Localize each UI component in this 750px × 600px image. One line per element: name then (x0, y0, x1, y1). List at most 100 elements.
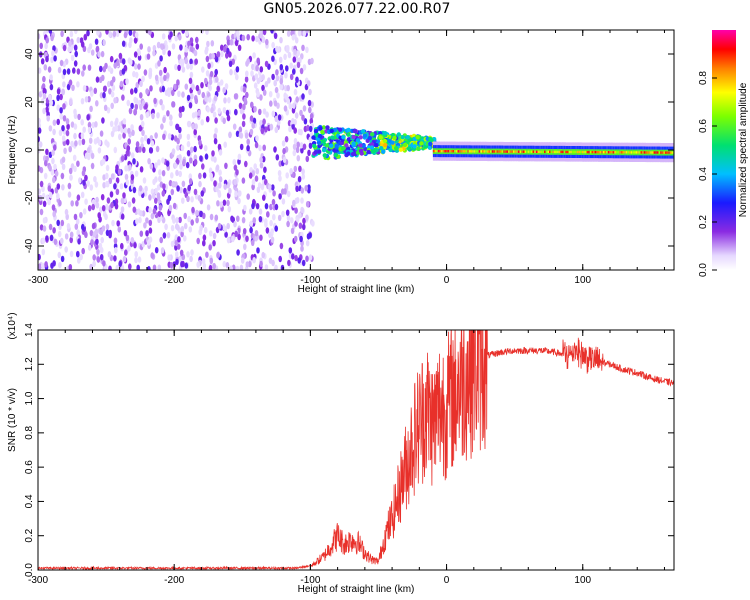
heatmap-cell (288, 125, 292, 133)
heatmap-cell (216, 51, 221, 58)
heatmap-cell (84, 231, 88, 238)
heatmap-cell (38, 253, 41, 261)
heatmap-cell (151, 192, 156, 200)
colorbar-tick-label: 0.0 (698, 263, 709, 277)
heatmap-cell (241, 120, 246, 128)
heatmap-cell (281, 140, 286, 147)
heatmap-cell (198, 172, 202, 180)
heatmap-cell (473, 150, 476, 153)
heatmap-cell (124, 249, 128, 256)
heatmap-cell (38, 263, 42, 270)
heatmap-cell (42, 225, 47, 232)
heatmap-cell (264, 203, 269, 210)
heatmap-cell (38, 127, 42, 134)
heatmap-cell (101, 117, 105, 124)
heatmap-cell (157, 60, 161, 67)
heatmap-cell (121, 58, 126, 65)
heatmap-cell (242, 86, 247, 93)
heatmap-cell (263, 166, 267, 173)
heatmap-cell (228, 187, 232, 195)
heatmap-cell (186, 251, 190, 258)
heatmap-cell (94, 228, 99, 235)
heatmap-cell (584, 150, 588, 154)
heatmap-cell (290, 227, 295, 235)
heatmap-cell (125, 78, 129, 85)
heatmap-cell (216, 200, 220, 207)
heatmap-cell (261, 36, 266, 43)
heatmap-cell (313, 128, 319, 134)
y-tick-label: 0.6 (24, 460, 35, 474)
heatmap-cell (491, 150, 494, 153)
heatmap-cell (112, 30, 117, 38)
heatmap-cell (419, 141, 424, 146)
heatmap-cell (298, 222, 303, 229)
heatmap-cell (252, 117, 257, 125)
heatmap-cell (91, 203, 95, 211)
heatmap-cell (506, 150, 509, 153)
heatmap-cell (262, 144, 267, 151)
heatmap-cell (96, 136, 100, 144)
heatmap-cell (527, 150, 530, 153)
heatmap-cell (313, 150, 318, 155)
heatmap-cell (571, 150, 575, 154)
heatmap-cell (137, 49, 141, 57)
heatmap-cell (303, 118, 308, 125)
heatmap-cell (81, 70, 85, 77)
heatmap-cell (123, 31, 128, 39)
heatmap-cell (111, 84, 116, 92)
heatmap-cell (550, 150, 553, 154)
heatmap-cell (113, 62, 117, 69)
heatmap-cell (242, 113, 246, 120)
heatmap-cell (170, 134, 175, 141)
heatmap-cell (147, 46, 151, 53)
heatmap-cell (300, 197, 304, 204)
heatmap-cell (138, 185, 143, 192)
heatmap-cell (82, 64, 86, 71)
heatmap-cell (292, 149, 297, 157)
heatmap-cell (325, 125, 330, 130)
heatmap-cell (101, 205, 106, 212)
heatmap-cell (132, 206, 137, 213)
heatmap-cell (53, 144, 57, 151)
heatmap-cell (161, 190, 166, 197)
heatmap-cell (118, 52, 123, 60)
heatmap-cell (95, 202, 100, 209)
heatmap-cell (39, 180, 44, 188)
heatmap-cell (56, 183, 61, 190)
heatmap-cell (283, 188, 287, 195)
heatmap-cell (640, 151, 643, 154)
heatmap-cell (152, 44, 157, 52)
heatmap-cell (115, 177, 120, 184)
heatmap-cell (193, 159, 198, 166)
heatmap-cell (39, 224, 44, 231)
heatmap-cell (224, 83, 229, 90)
heatmap-cell (143, 134, 148, 142)
heatmap-cell (145, 230, 149, 237)
heatmap-cell (176, 79, 180, 86)
heatmap-cell (161, 217, 166, 224)
heatmap-cell (415, 135, 420, 140)
heatmap-cell (46, 115, 50, 122)
heatmap-cell (141, 210, 146, 217)
x-tick-label: 100 (574, 275, 591, 286)
heatmap-cell (72, 154, 77, 161)
heatmap-cell (176, 224, 180, 231)
heatmap-cell (122, 256, 127, 263)
heatmap-cell (45, 30, 50, 34)
heatmap-cell (39, 208, 44, 216)
heatmap-cell (191, 123, 195, 130)
heatmap-cell (288, 103, 293, 110)
heatmap-cell (48, 151, 53, 158)
heatmap-cell (178, 216, 182, 224)
heatmap-cell (61, 156, 66, 163)
heatmap-cell (248, 208, 253, 215)
heatmap-cell (669, 151, 673, 154)
heatmap-cell (102, 91, 106, 99)
heatmap-cell (95, 196, 99, 204)
heatmap-cell (234, 39, 239, 47)
heatmap-cell (198, 139, 202, 146)
heatmap-cell (81, 223, 85, 231)
heatmap-cell (127, 245, 131, 252)
heatmap-cell (96, 256, 101, 263)
heatmap-cell (293, 48, 298, 56)
